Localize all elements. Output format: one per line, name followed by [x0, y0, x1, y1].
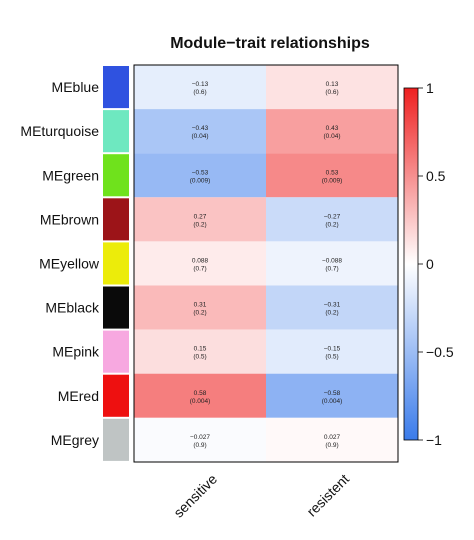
module-swatch [103, 110, 129, 153]
cell-pvalue-label: (0.5) [193, 354, 206, 361]
cell-correlation-label: 0.027 [324, 434, 341, 441]
heatmap-cell [266, 417, 398, 462]
row-label: MEbrown [40, 211, 99, 227]
module-swatch [103, 286, 129, 329]
colorbar-tick-label: 1 [426, 80, 434, 96]
cell-correlation-label: −0.53 [192, 169, 209, 176]
cell-pvalue-label: (0.009) [190, 177, 211, 184]
column-labels: sensitive resistent [170, 471, 352, 521]
heatmap-cell [134, 109, 266, 154]
cell-pvalue-label: (0.2) [193, 310, 206, 317]
cell-correlation-label: 0.088 [192, 257, 209, 264]
cell-pvalue-label: (0.9) [193, 442, 206, 449]
colorbar-tick-label: −1 [426, 432, 442, 448]
cell-pvalue-label: (0.004) [190, 398, 211, 405]
heatmap-cell [134, 197, 266, 242]
chart-title: Module−trait relationships [170, 35, 370, 52]
heatmap-cell [266, 373, 398, 418]
cell-correlation-label: −0.15 [324, 346, 341, 353]
colorbar [403, 87, 419, 441]
heatmap-cell [266, 109, 398, 154]
colorbar-tick-label: −0.5 [426, 344, 454, 360]
colorbar-tick-label: 0.5 [426, 168, 446, 184]
cell-pvalue-label: (0.004) [322, 398, 343, 405]
heatmap-cells: −0.13(0.6)0.13(0.6)−0.43(0.04)0.43(0.04)… [134, 65, 398, 462]
heatmap-cell [134, 373, 266, 418]
heatmap-border [133, 64, 399, 463]
module-color-swatches [103, 66, 129, 461]
cell-pvalue-label: (0.04) [324, 133, 341, 140]
cell-correlation-label: −0.31 [324, 302, 341, 309]
cell-correlation-label: 0.13 [326, 81, 339, 88]
cell-correlation-label: 0.15 [194, 346, 207, 353]
cell-correlation-label: 0.31 [194, 302, 207, 309]
heatmap-cell [266, 153, 398, 198]
heatmap-cell [134, 285, 266, 330]
heatmap-cell [266, 241, 398, 286]
heatmap-cell [134, 417, 266, 462]
colorbar-tick-label: 0 [426, 256, 434, 272]
cell-pvalue-label: (0.04) [192, 133, 209, 140]
row-label: MEgreen [42, 167, 99, 183]
heatmap-cell [266, 197, 398, 242]
cell-pvalue-label: (0.5) [325, 354, 338, 361]
cell-pvalue-label: (0.6) [325, 89, 338, 96]
colorbar-ticks: 1 0.5 0 −0.5 −1 [418, 80, 454, 448]
module-swatch [103, 418, 129, 461]
row-labels: MEblue MEturquoise MEgreen MEbrown MEyellow M… [20, 79, 100, 448]
cell-pvalue-label: (0.7) [325, 265, 338, 272]
cell-correlation-label: −0.027 [190, 434, 210, 441]
row-label: MEred [58, 388, 99, 404]
heatmap-cell [266, 285, 398, 330]
cell-correlation-label: −0.43 [192, 125, 209, 132]
column-label: sensitive [170, 471, 220, 521]
cell-correlation-label: −0.27 [324, 213, 341, 220]
row-label: MEblue [52, 79, 100, 95]
module-swatch [103, 374, 129, 417]
row-label: MEyellow [39, 255, 100, 271]
column-label: resistent [303, 471, 352, 520]
cell-pvalue-label: (0.009) [322, 177, 343, 184]
heatmap-cell [134, 65, 266, 110]
heatmap-cell [134, 241, 266, 286]
cell-pvalue-label: (0.2) [325, 221, 338, 228]
cell-correlation-label: −0.58 [324, 390, 341, 397]
cell-pvalue-label: (0.2) [325, 310, 338, 317]
module-swatch [103, 330, 129, 373]
cell-pvalue-label: (0.6) [193, 89, 206, 96]
row-label: MEgrey [51, 432, 99, 448]
row-label: MEblack [45, 300, 100, 316]
module-swatch [103, 66, 129, 109]
heatmap-cell [266, 329, 398, 374]
row-label: MEturquoise [20, 123, 99, 139]
cell-correlation-label: 0.43 [326, 125, 339, 132]
module-swatch [103, 154, 129, 197]
cell-pvalue-label: (0.2) [193, 221, 206, 228]
module-swatch [103, 198, 129, 241]
cell-correlation-label: −0.13 [192, 81, 209, 88]
heatmap-cell [266, 65, 398, 110]
heatmap-cell [134, 153, 266, 198]
cell-pvalue-label: (0.7) [193, 265, 206, 272]
cell-correlation-label: −0.088 [322, 257, 342, 264]
heatmap-cell [134, 329, 266, 374]
cell-correlation-label: 0.58 [194, 390, 207, 397]
module-swatch [103, 242, 129, 285]
cell-correlation-label: 0.53 [326, 169, 339, 176]
row-label: MEpink [52, 344, 100, 360]
cell-correlation-label: 0.27 [194, 213, 207, 220]
cell-pvalue-label: (0.9) [325, 442, 338, 449]
